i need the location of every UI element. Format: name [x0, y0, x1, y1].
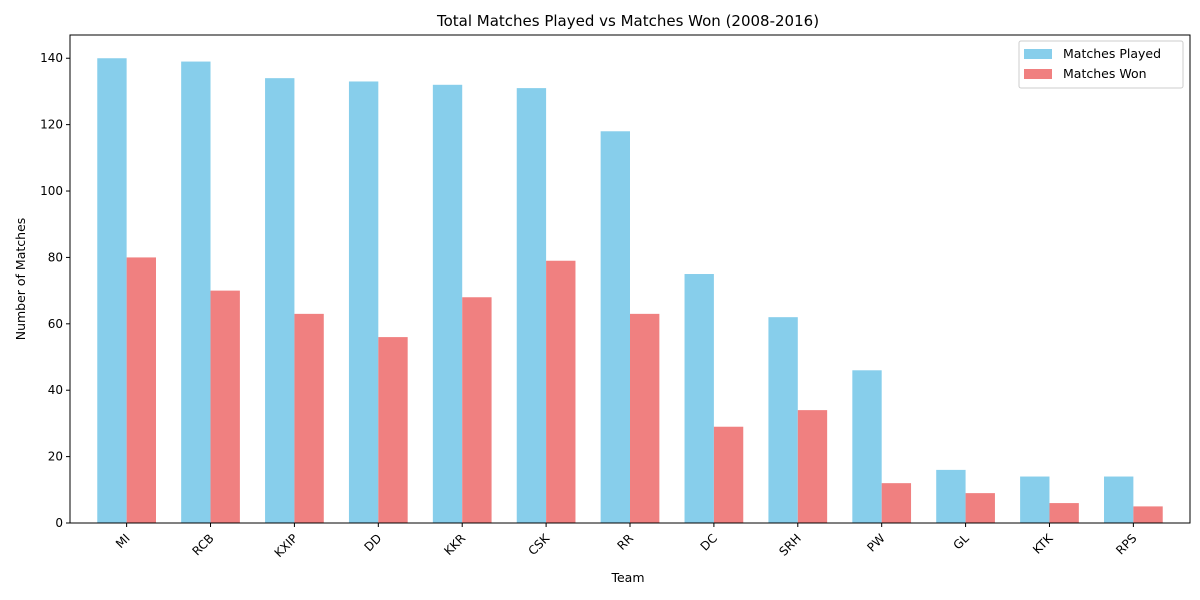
bar-played-pw: [852, 370, 882, 523]
bar-won-dd: [378, 337, 408, 523]
x-tick-label: SRH: [776, 531, 804, 559]
chart-title: Total Matches Played vs Matches Won (200…: [436, 12, 819, 30]
x-tick-label: MI: [113, 531, 133, 551]
y-axis-ticks: 0 20 40 60 80 100 120 140: [40, 51, 70, 530]
x-tick-label: DC: [698, 531, 720, 553]
x-tick-label: RPS: [1113, 531, 1139, 557]
bar-played-gl: [936, 469, 966, 523]
legend-swatch: [1024, 69, 1052, 79]
y-tick-label: 60: [48, 317, 63, 331]
bar-played-rps: [1104, 476, 1134, 523]
bar-played-kkr: [432, 84, 463, 523]
y-tick-label: 100: [40, 184, 63, 198]
x-axis-label: Team: [610, 570, 644, 585]
legend-label: Matches Won: [1063, 66, 1147, 81]
x-tick-label: KTK: [1030, 530, 1056, 556]
x-axis-ticks: MI RCB KXIP DD KKR CSK RR DC SRH PW GL KTK RPS: [113, 523, 1139, 560]
bar-played-csk: [516, 88, 547, 523]
legend: Matches Played Matches Won: [1018, 40, 1184, 89]
bar-won-ktk: [1049, 503, 1079, 523]
bar-won-kkr: [462, 297, 492, 523]
bar-played-rcb: [181, 61, 211, 523]
y-tick-label: 20: [48, 450, 63, 464]
plot-frame: [69, 34, 1191, 524]
bar-played-kxip: [265, 78, 295, 523]
x-tick-label: KXIP: [272, 531, 301, 560]
y-tick-label: 120: [40, 118, 63, 132]
bar-won-gl: [965, 493, 995, 523]
bar-won-dc: [713, 426, 744, 523]
bar-played-dd: [348, 81, 379, 523]
bar-played-dc: [684, 274, 714, 523]
bars-layer: [97, 58, 1163, 524]
bar-won-kxip: [294, 313, 324, 523]
bar-won-rps: [1133, 506, 1163, 523]
y-axis-label: Number of Matches: [13, 218, 28, 341]
x-tick-label: RCB: [190, 531, 217, 558]
legend-box: [1018, 40, 1184, 89]
y-tick-label: 80: [48, 250, 63, 264]
bar-won-mi: [126, 257, 156, 523]
x-tick-label: DD: [361, 531, 384, 554]
bar-played-mi: [97, 58, 127, 523]
x-tick-label: GL: [950, 531, 971, 552]
bar-won-rcb: [210, 290, 240, 523]
bar-won-srh: [797, 410, 828, 523]
y-tick-label: 40: [48, 383, 63, 397]
bar-played-ktk: [1020, 476, 1050, 523]
x-tick-label: PW: [864, 531, 888, 555]
legend-swatch: [1024, 49, 1052, 59]
bar-won-rr: [630, 313, 660, 523]
bar-played-rr: [600, 131, 630, 524]
bar-won-pw: [881, 483, 912, 523]
bar-won-csk: [546, 260, 576, 523]
y-tick-label: 0: [55, 516, 63, 530]
x-tick-label: RR: [614, 531, 636, 553]
x-tick-label: CSK: [525, 530, 553, 558]
x-tick-label: KKR: [441, 531, 468, 558]
bar-played-srh: [768, 317, 798, 523]
legend-label: Matches Played: [1063, 46, 1161, 61]
y-tick-label: 140: [40, 51, 63, 65]
